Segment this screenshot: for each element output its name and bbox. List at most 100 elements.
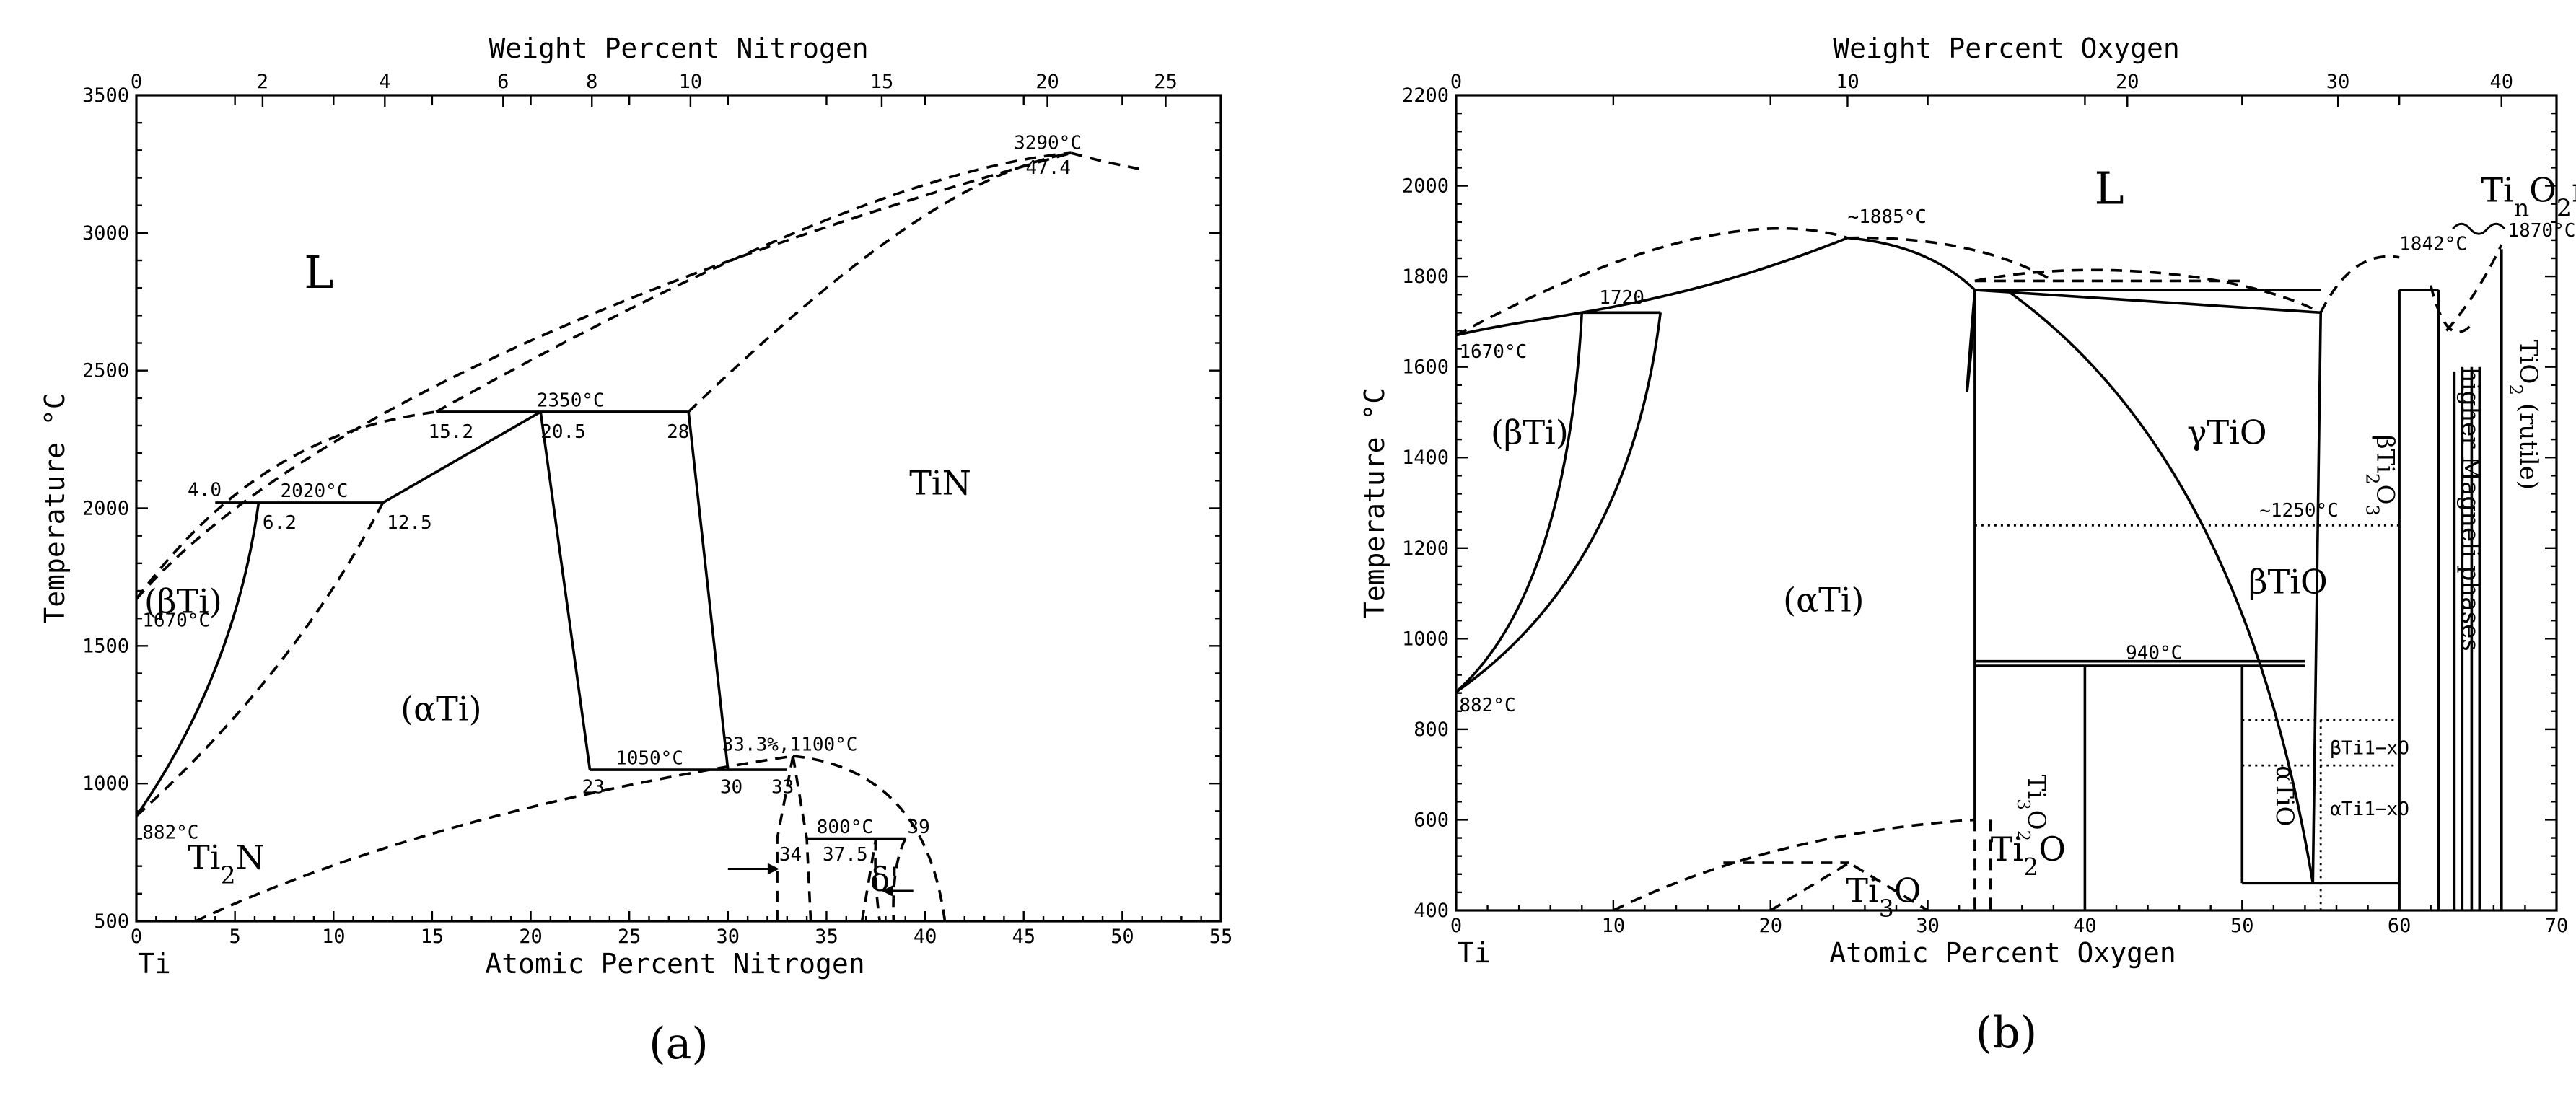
phase-label: Ti3O bbox=[1846, 871, 1921, 923]
phase-boundary bbox=[792, 755, 947, 922]
annotation-label: 882°C bbox=[1459, 695, 1515, 716]
phase-label: higher Magneli phases bbox=[2455, 367, 2484, 651]
phase-boundary bbox=[874, 838, 882, 922]
phase-label: L bbox=[2095, 162, 2124, 215]
y-tick-label: 3500 bbox=[82, 84, 129, 107]
y-tick-label: 2500 bbox=[82, 360, 129, 382]
annotation-label: 15.2 bbox=[428, 421, 473, 443]
x-tick-label: 30 bbox=[1916, 915, 1940, 937]
x2-tick-label: 40 bbox=[2489, 71, 2513, 93]
annotation-label: 23 bbox=[582, 777, 605, 799]
x-tick-label: 30 bbox=[717, 926, 740, 948]
phase-boundary bbox=[195, 755, 794, 923]
x-tick-label: 20 bbox=[519, 926, 543, 948]
y-tick-label: 1000 bbox=[1402, 628, 1449, 650]
x2-tick-label: 8 bbox=[586, 71, 597, 93]
phase-boundary bbox=[2429, 285, 2471, 334]
ti-n-phase-diagram: 0 5 10 15 20 25 30 35 40 45 50 55 0 2 4 6 8 10 15 20 25 500 10… bbox=[39, 32, 1232, 1069]
phase-label: δ' bbox=[870, 860, 899, 899]
phase-boundary bbox=[1974, 268, 2322, 314]
element-label: Ti bbox=[138, 948, 171, 980]
top-axis-title: Weight Percent Nitrogen bbox=[489, 32, 868, 64]
phase-label: (αTi) bbox=[1783, 581, 1864, 620]
phase-boundary bbox=[1847, 236, 1976, 291]
x2-tick-label: 20 bbox=[2116, 71, 2139, 93]
phase-boundary bbox=[135, 410, 437, 600]
phase-boundary bbox=[1769, 861, 1929, 912]
annotation-label: 6.2 bbox=[263, 512, 297, 534]
phase-boundary bbox=[860, 838, 877, 922]
x2-tick-label: 4 bbox=[379, 71, 390, 93]
element-label: Ti bbox=[1458, 937, 1491, 969]
x-tick-label: 25 bbox=[618, 926, 641, 948]
x2-tick-label: 10 bbox=[679, 71, 703, 93]
x2-tick-label: 2 bbox=[257, 71, 268, 93]
annotation-label: 28 bbox=[667, 421, 689, 443]
phase-boundary bbox=[892, 838, 907, 922]
annotation-label: 33.3%,1100°C bbox=[722, 734, 858, 755]
phase-boundary bbox=[1070, 151, 1143, 171]
phase-label: αTiO bbox=[2270, 765, 2299, 826]
y-tick-label: 400 bbox=[1414, 900, 1449, 922]
annotation-label: 12.5 bbox=[387, 512, 432, 534]
x2-tick-label: 6 bbox=[497, 71, 509, 93]
annotation-label: 800°C bbox=[817, 817, 873, 838]
annotation-label: 30 bbox=[720, 777, 742, 799]
phase-boundary bbox=[1455, 312, 1662, 693]
annotation-label: ~1885°C bbox=[1847, 206, 1927, 228]
plot-frame bbox=[135, 94, 1222, 923]
x2-tick-label: 25 bbox=[1154, 71, 1178, 93]
x-tick-label: 10 bbox=[1602, 915, 1626, 937]
phase-label: (βTi) bbox=[144, 582, 222, 621]
annotation-label: 1720 bbox=[1599, 287, 1644, 309]
ti2n-arrow-head bbox=[767, 863, 779, 875]
x-tick-label: 55 bbox=[1209, 926, 1233, 948]
annotation-label: αTi1−xO bbox=[2330, 799, 2409, 820]
phase-boundary bbox=[1455, 227, 1848, 337]
phase-label: TinO2n−1 bbox=[2481, 171, 2576, 222]
annotation-label: 1670°C bbox=[142, 610, 210, 632]
x-tick-label: 50 bbox=[2230, 915, 2254, 937]
x-tick-label: 0 bbox=[1450, 915, 1462, 937]
phase-boundary bbox=[1847, 236, 2054, 282]
annotation-label: 940°C bbox=[2126, 643, 2182, 664]
magneli-brace bbox=[2452, 222, 2506, 235]
phase-label: (αTi) bbox=[400, 689, 481, 728]
annotation-label: 39 bbox=[907, 817, 929, 838]
x-tick-label: 0 bbox=[131, 926, 142, 948]
phase-label: (βTi) bbox=[1491, 413, 1569, 452]
phase-label: Ti2O bbox=[1991, 830, 2066, 881]
phase-boundary bbox=[435, 151, 1072, 413]
y-tick-label: 3000 bbox=[82, 222, 129, 245]
panel-label: (b) bbox=[1976, 1008, 2037, 1058]
x-tick-label: 40 bbox=[2073, 915, 2097, 937]
y-tick-label: 800 bbox=[1414, 719, 1449, 741]
delta-arrow-head bbox=[881, 885, 893, 897]
y-tick-label: 1600 bbox=[1402, 356, 1449, 379]
phase-boundary bbox=[1613, 818, 1976, 912]
y-tick-label: 1400 bbox=[1402, 447, 1449, 469]
x-tick-label: 35 bbox=[815, 926, 838, 948]
phase-boundary bbox=[1455, 312, 1584, 693]
x-tick-label: 15 bbox=[421, 926, 444, 948]
phase-boundary bbox=[687, 411, 730, 770]
x-tick-label: 70 bbox=[2545, 915, 2569, 937]
panel-label: (a) bbox=[649, 1019, 709, 1069]
x2-tick-label: 30 bbox=[2326, 71, 2350, 93]
annotation-label: 1870°C bbox=[2507, 220, 2575, 242]
phase-label: L bbox=[304, 246, 333, 299]
annotation-label: 2350°C bbox=[537, 390, 605, 411]
x2-tick-label: 15 bbox=[870, 71, 894, 93]
y-tick-label: 500 bbox=[94, 910, 129, 933]
annotation-label: 3290°C bbox=[1014, 132, 1082, 154]
x-tick-label: 45 bbox=[1012, 926, 1035, 948]
y-tick-label: 1800 bbox=[1402, 265, 1449, 288]
annotation-label: 33 bbox=[771, 777, 794, 799]
y-tick-label: 2000 bbox=[1402, 175, 1449, 198]
annotation-label: 1050°C bbox=[615, 747, 683, 769]
x-tick-label: 5 bbox=[229, 926, 241, 948]
phase-boundary bbox=[1974, 289, 2321, 315]
plot-frame bbox=[1455, 94, 2558, 912]
annotation-label: 1670°C bbox=[1459, 341, 1527, 363]
